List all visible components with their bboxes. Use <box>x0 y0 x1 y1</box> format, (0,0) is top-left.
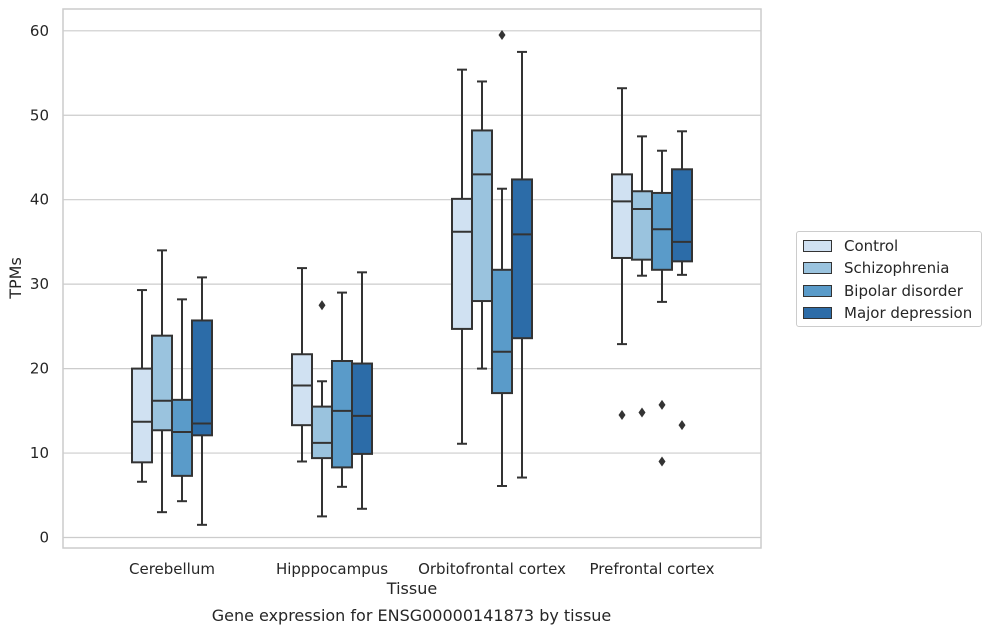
box-prefrontal-cortex-major-depression-outlier-0 <box>678 420 686 431</box>
legend-item-control: Control <box>803 237 898 255</box>
legend-swatch-schizophrenia <box>803 262 832 274</box>
y-tick-60: 60 <box>30 22 49 40</box>
legend-label-major-depression: Major depression <box>844 304 973 322</box>
box-hipppocampus-schizophrenia-outlier-0 <box>318 300 326 311</box>
legend-item-bipolar-disorder: Bipolar disorder <box>803 282 963 300</box>
x-tick-hipppocampus: Hipppocampus <box>276 560 388 578</box>
legend-label-control: Control <box>844 237 899 255</box>
box-cerebellum-schizophrenia <box>151 249 173 514</box>
box-prefrontal-cortex-bipolar-disorder-outlier-1 <box>658 456 666 467</box>
legend-label-schizophrenia: Schizophrenia <box>844 259 950 277</box>
legend-item-schizophrenia: Schizophrenia <box>803 259 949 277</box>
box-cerebellum-major-depression <box>191 276 213 526</box>
box-cerebellum-control <box>131 289 153 483</box>
box-prefrontal-cortex-bipolar-disorder <box>651 149 673 467</box>
box-orbitofrontal-cortex-major-depression-iqr <box>511 178 533 340</box>
legend-swatch-major-depression <box>803 307 832 319</box>
box-prefrontal-cortex-control <box>611 87 633 421</box>
box-hipppocampus-control-iqr <box>291 353 313 427</box>
box-hipppocampus-major-depression-iqr <box>351 362 373 455</box>
x-tick-cerebellum: Cerebellum <box>129 560 215 578</box>
box-hipppocampus-bipolar-disorder <box>331 291 353 488</box>
y-tick-10: 10 <box>30 444 49 462</box>
box-orbitofrontal-cortex-schizophrenia <box>471 80 493 370</box>
box-prefrontal-cortex-schizophrenia-iqr <box>631 190 653 261</box>
legend-item-major-depression: Major depression <box>803 304 972 322</box>
x-tick-prefrontal-cortex: Prefrontal cortex <box>590 560 715 578</box>
y-tick-0: 0 <box>39 529 49 547</box>
box-hipppocampus-control <box>291 267 313 463</box>
box-prefrontal-cortex-bipolar-disorder-outlier-0 <box>658 399 666 410</box>
plot-frame <box>62 8 762 549</box>
y-tick-labels: 0 10 20 30 40 50 60 <box>30 22 49 547</box>
y-tick-20: 20 <box>30 360 49 378</box>
y-axis-label: TPMs <box>6 257 25 300</box>
grid-lines <box>63 30 761 539</box>
y-tick-30: 30 <box>30 275 49 293</box>
box-cerebellum-major-depression-iqr <box>191 319 213 437</box>
box-cerebellum-control-iqr <box>131 367 153 464</box>
box-orbitofrontal-cortex-bipolar-disorder <box>491 30 513 487</box>
box-orbitofrontal-cortex-control <box>451 68 473 445</box>
box-prefrontal-cortex-control-outlier-0 <box>618 410 626 421</box>
box-cerebellum-bipolar-disorder-iqr <box>171 398 193 477</box>
box-cerebellum-schizophrenia-iqr <box>151 334 173 432</box>
box-prefrontal-cortex-bipolar-disorder-iqr <box>651 191 673 271</box>
box-orbitofrontal-cortex-major-depression <box>511 50 533 479</box>
box-hipppocampus-major-depression <box>351 271 373 510</box>
box-prefrontal-cortex-major-depression-iqr <box>671 168 693 263</box>
box-prefrontal-cortex-schizophrenia <box>631 135 653 418</box>
legend-label-bipolar-disorder: Bipolar disorder <box>844 282 963 300</box>
box-prefrontal-cortex-schizophrenia-outlier-0 <box>638 407 646 418</box>
x-axis-label: Tissue <box>386 579 437 598</box>
y-tick-40: 40 <box>30 191 49 209</box>
box-prefrontal-cortex-control-iqr <box>611 173 633 259</box>
box-prefrontal-cortex-major-depression <box>671 130 693 431</box>
chart-caption: Gene expression for ENSG00000141873 by t… <box>211 606 612 625</box>
legend: Control Schizophrenia Bipolar disorder M… <box>796 231 982 327</box>
box-orbitofrontal-cortex-schizophrenia-iqr <box>471 129 493 303</box>
x-tick-orbitofrontal-cortex: Orbitofrontal cortex <box>418 560 566 578</box>
box-hipppocampus-schizophrenia <box>311 300 333 518</box>
box-orbitofrontal-cortex-control-iqr <box>451 197 473 330</box>
box-cerebellum-bipolar-disorder <box>171 298 193 503</box>
boxes <box>131 30 693 526</box>
box-hipppocampus-schizophrenia-iqr <box>311 405 333 460</box>
y-tick-50: 50 <box>30 106 49 124</box>
box-orbitofrontal-cortex-bipolar-disorder-outlier-0 <box>498 30 506 41</box>
legend-swatch-bipolar-disorder <box>803 285 832 297</box>
x-tick-labels: Cerebellum Hipppocampus Orbitofrontal cort… <box>129 560 715 578</box>
box-orbitofrontal-cortex-bipolar-disorder-iqr <box>491 268 513 395</box>
box-hipppocampus-bipolar-disorder-iqr <box>331 359 353 469</box>
legend-swatch-control <box>803 240 832 252</box>
